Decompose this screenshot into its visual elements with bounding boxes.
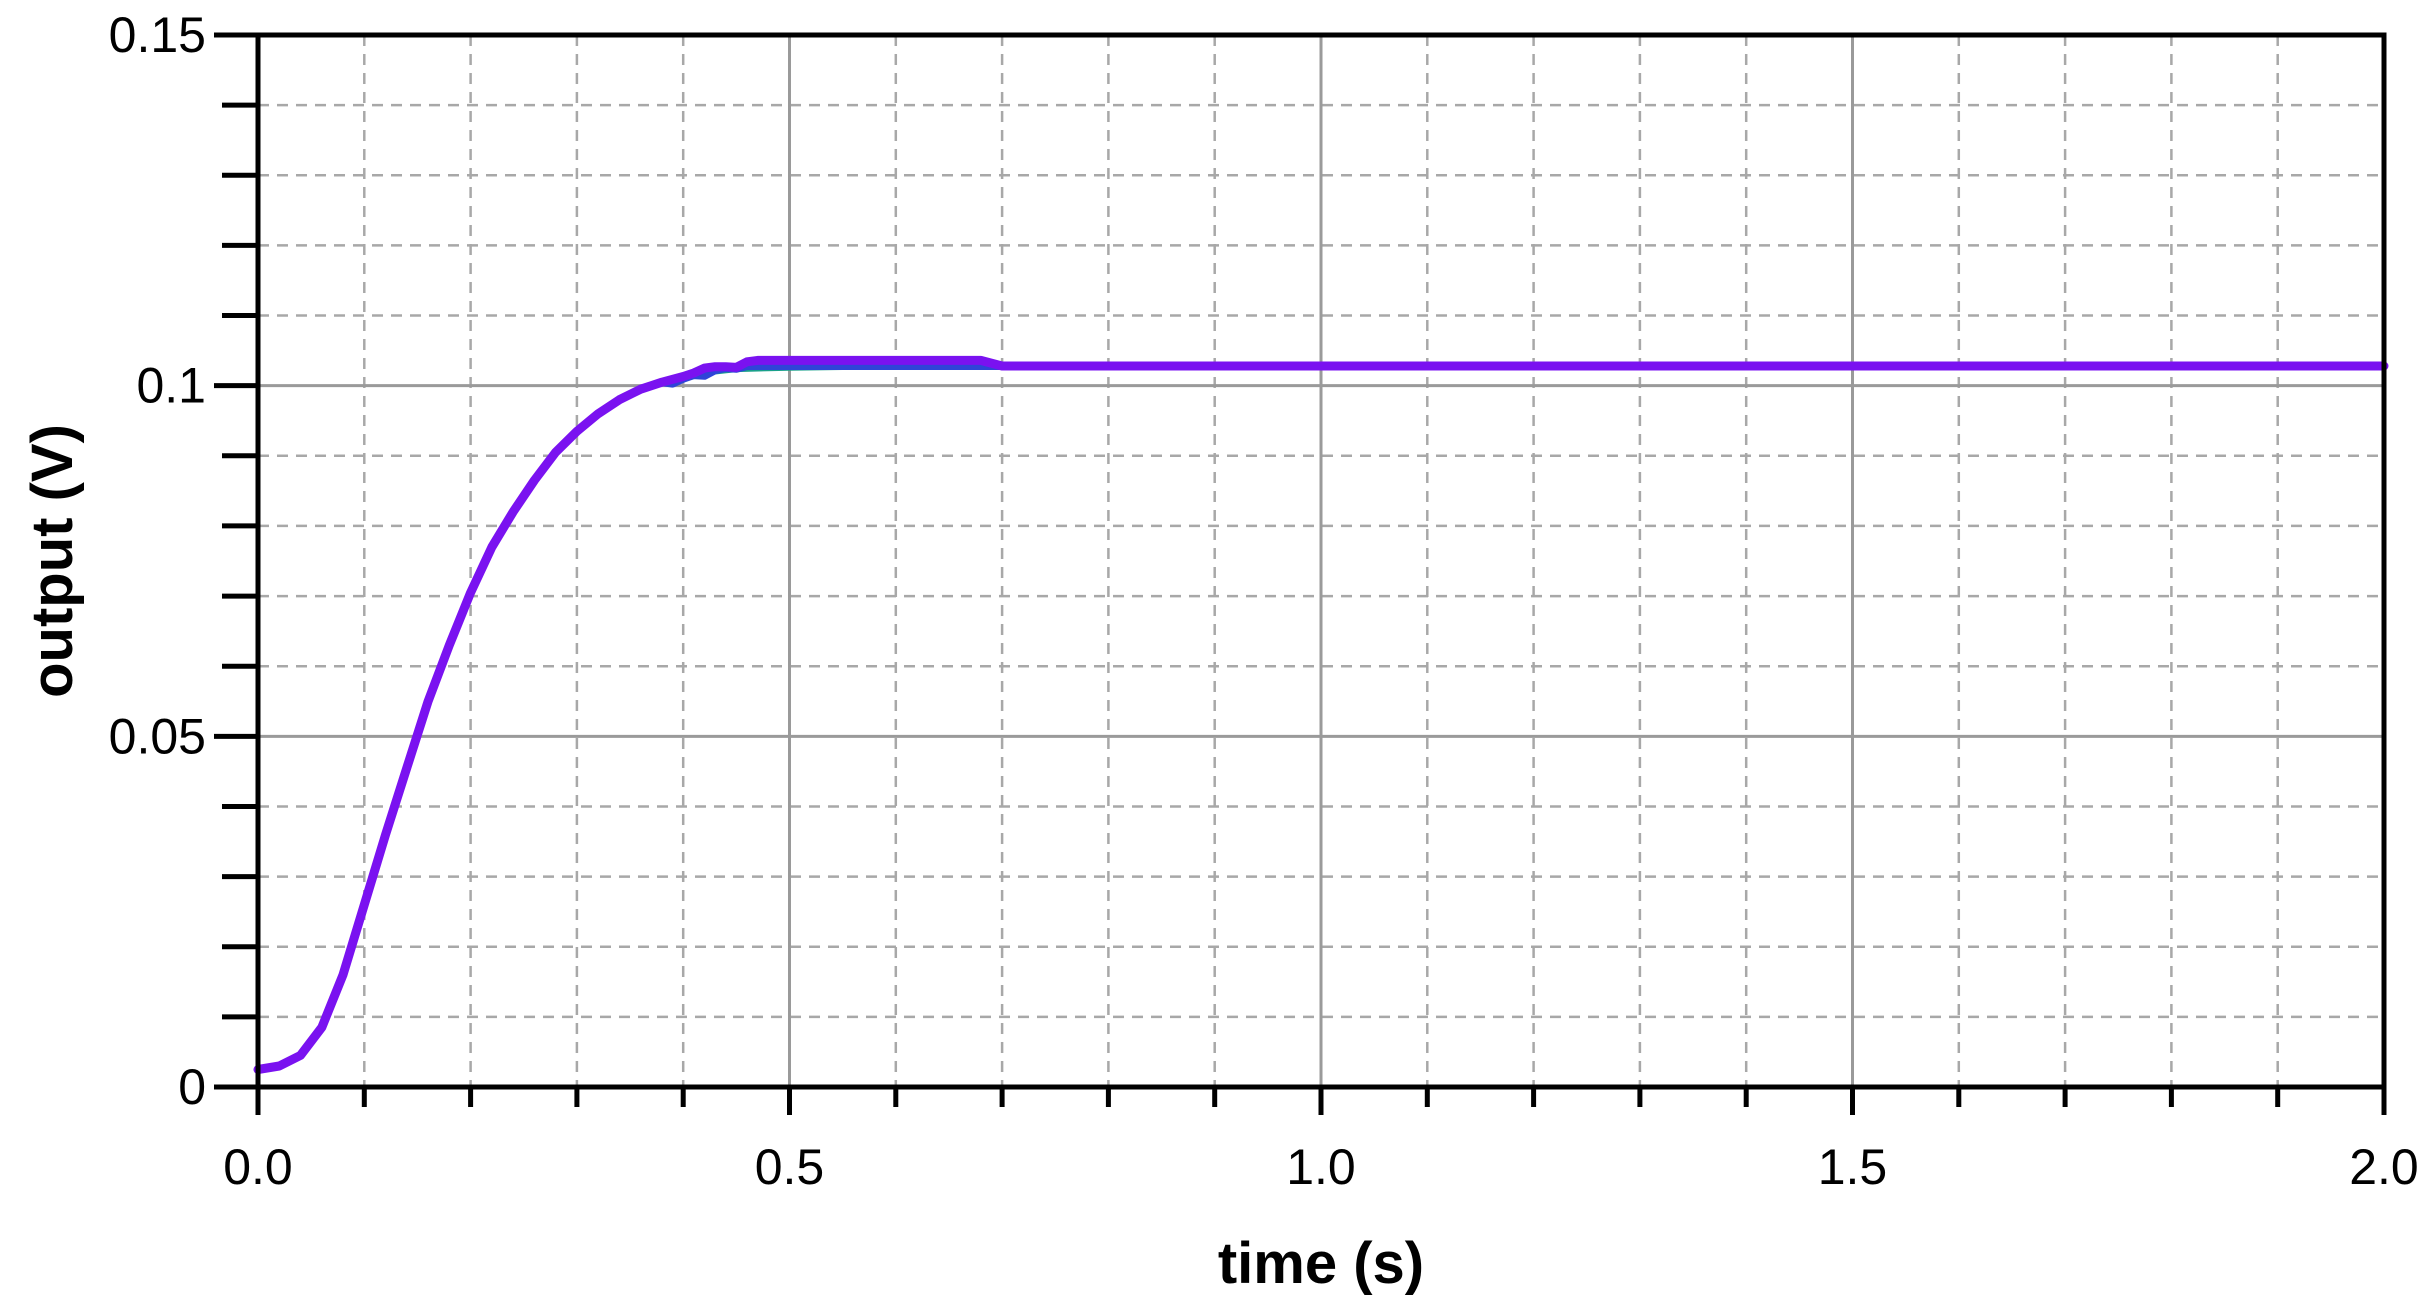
x-tick-label: 0.0 <box>223 1139 293 1195</box>
y-axis: 0 0.05 0.1 0.15 <box>109 7 258 1115</box>
y-axis-label: output (V) <box>20 424 85 698</box>
x-axis-label: time (s) <box>1218 1231 1424 1296</box>
x-axis: 0.0 0.5 1.0 1.5 2.0 <box>223 1087 2419 1195</box>
y-tick-label: 0.1 <box>136 358 206 414</box>
x-tick-label: 0.5 <box>755 1139 825 1195</box>
y-tick-label: 0.15 <box>109 7 206 63</box>
y-tick-label: 0.05 <box>109 708 206 764</box>
x-tick-label: 1.5 <box>1818 1139 1888 1195</box>
x-tick-label: 2.0 <box>2349 1139 2419 1195</box>
y-tick-label: 0 <box>178 1059 206 1115</box>
series-line-3 <box>253 355 2389 1074</box>
grid-lines <box>258 35 2384 1087</box>
series-lines <box>253 355 2389 1074</box>
x-tick-label: 1.0 <box>1286 1139 1356 1195</box>
